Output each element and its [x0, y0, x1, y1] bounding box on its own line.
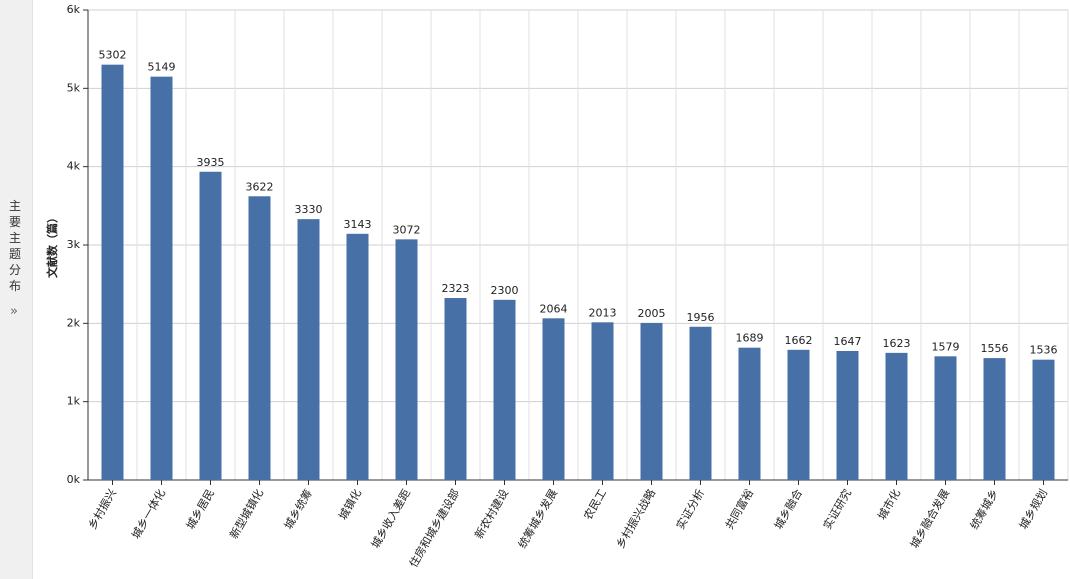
data-label: 2064: [540, 302, 568, 315]
bar: [836, 350, 859, 480]
bar: [199, 171, 222, 480]
x-tick-label: 城市化: [874, 487, 903, 523]
x-tick-label: 城乡收入差距: [368, 487, 413, 551]
sidebar-toggle[interactable]: »: [10, 304, 18, 319]
y-tick-label: 0k: [67, 473, 81, 486]
data-label: 3330: [295, 203, 323, 216]
data-label: 3935: [197, 156, 225, 169]
data-label: 1689: [736, 332, 764, 345]
data-label: 5302: [99, 49, 127, 62]
bar: [248, 196, 271, 480]
bar: [885, 352, 908, 480]
bar: [640, 322, 663, 480]
sidebar-title: 主要主题分布: [9, 199, 22, 293]
x-tick-label: 实证分析: [673, 487, 707, 532]
data-label: 1956: [687, 311, 715, 324]
sidebar[interactable]: 主要主题分布 »: [0, 0, 33, 579]
bar: [150, 76, 173, 480]
data-label: 2005: [638, 307, 666, 320]
data-label: 3622: [246, 180, 274, 193]
x-tick-label: 城乡融合发展: [907, 487, 952, 551]
x-tick-label: 实证研究: [820, 487, 854, 532]
data-label: 2013: [589, 306, 617, 319]
y-tick-label: 5k: [67, 81, 81, 94]
data-label: 2300: [491, 284, 519, 297]
bar: [395, 239, 418, 480]
y-tick-label: 1k: [67, 395, 81, 408]
bar: [542, 318, 565, 480]
data-label: 5149: [148, 61, 176, 74]
x-tick-label: 统筹城乡: [967, 487, 1001, 532]
x-tick-label: 城乡统筹: [281, 487, 315, 532]
x-tick-label: 共同富裕: [722, 487, 756, 532]
y-tick-label: 3k: [67, 238, 81, 251]
x-tick-label: 城乡规划: [1016, 487, 1050, 532]
bar: [444, 298, 467, 480]
bar: [689, 326, 712, 480]
x-tick-label: 农民工: [580, 487, 609, 523]
bar: [101, 64, 124, 480]
data-label: 1662: [785, 334, 813, 347]
bar: [983, 358, 1006, 480]
data-label: 1579: [932, 340, 960, 353]
data-label: 1647: [834, 335, 862, 348]
bar: [738, 347, 761, 480]
bar: [787, 349, 810, 480]
y-tick-label: 6k: [67, 3, 81, 16]
bar: [934, 356, 957, 480]
y-tick-label: 2k: [67, 316, 81, 329]
data-label: 1536: [1030, 344, 1058, 357]
data-label: 3143: [344, 218, 372, 231]
data-label: 2323: [442, 282, 470, 295]
bar: [591, 322, 614, 480]
data-label: 1556: [981, 342, 1009, 355]
x-tick-label: 城乡居民: [184, 487, 217, 532]
data-label: 1623: [883, 337, 911, 350]
x-tick-label: 乡村振兴战略: [613, 487, 658, 551]
x-tick-label: 城镇化: [335, 487, 364, 523]
y-tick-label: 4k: [67, 160, 81, 173]
bar: [297, 219, 320, 480]
x-tick-label: 新型城镇化: [226, 487, 266, 542]
x-tick-label: 城乡融合: [771, 487, 805, 532]
data-label: 3072: [393, 223, 421, 236]
x-tick-label: 住房和城乡建设部: [406, 487, 462, 570]
y-axis-label: 文献数（篇）: [45, 212, 59, 278]
x-tick-label: 乡村振兴: [85, 487, 119, 532]
x-tick-label: 城乡一体化: [128, 487, 168, 542]
chart: 文献数（篇） 0k 1k 2k 3k 4k 5k 6k 乡村振兴 5302 城乡一体化 5149 城乡…: [45, 3, 1069, 570]
x-tick-label: 新农村建设: [471, 487, 511, 542]
bar: [1032, 359, 1055, 480]
bar: [493, 299, 516, 480]
bar: [346, 233, 369, 480]
x-tick-label: 统筹城乡发展: [515, 487, 560, 551]
